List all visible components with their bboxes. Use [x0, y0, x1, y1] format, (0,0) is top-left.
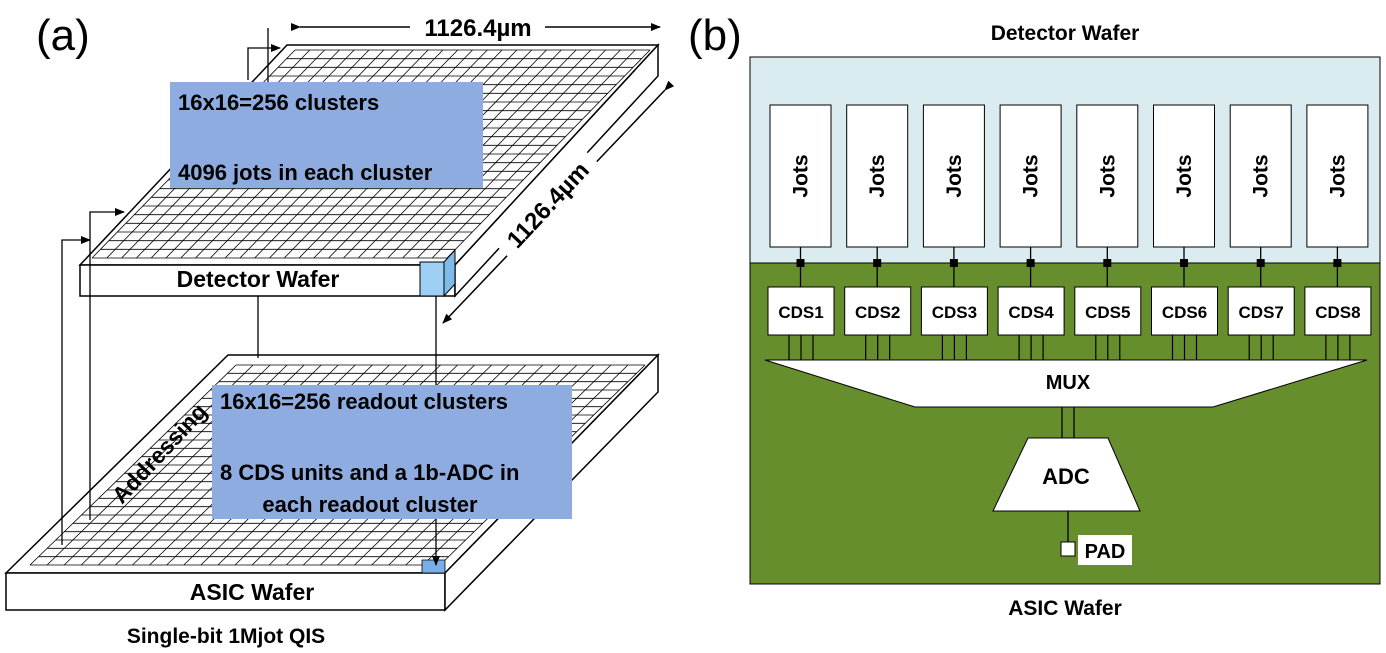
jots-block: [846, 104, 909, 248]
cds-label: CDS7: [1239, 303, 1284, 322]
cds-label: CDS4: [1008, 303, 1054, 322]
pad-square: [1060, 541, 1076, 557]
detector-cube-front: [419, 261, 445, 297]
detector-clusters-text: 16x16=256 clusters: [178, 90, 379, 115]
detector-jots-text: 4096 jots in each cluster: [178, 160, 433, 185]
jots-label: Jots: [1096, 154, 1119, 197]
mux-label: MUX: [1046, 372, 1091, 394]
asic-cds-text: 8 CDS units and a 1b-ADC in: [220, 460, 519, 485]
cds-block: [997, 286, 1065, 336]
detector-wafer-label: Detector Wafer: [177, 266, 340, 292]
panel-b-letter: (b): [688, 11, 742, 60]
via-dot: [1180, 259, 1188, 267]
asic-wafer-title: ASIC Wafer: [1008, 597, 1122, 620]
jots-block: [1153, 104, 1215, 248]
cds-label: CDS2: [855, 303, 900, 322]
panel-a-letter: (a): [36, 11, 90, 60]
cds-row: CDS1 CDS2 CDS3 CDS4 CDS5 CDS6 CDS7 CDS8: [767, 286, 1372, 360]
via-dot: [1256, 259, 1265, 267]
jots-label: Jots: [866, 154, 889, 197]
panel-a-caption: Single-bit 1Mjot QIS: [127, 625, 325, 648]
jots-block: [769, 104, 832, 248]
cds-label: CDS3: [932, 303, 977, 322]
adc-block: [992, 437, 1141, 512]
asic-clusters-text: 16x16=256 readout clusters: [220, 389, 508, 414]
mux-block: [764, 359, 1368, 408]
via-dot: [949, 259, 958, 267]
via-dot: [873, 259, 882, 267]
jots-block: [1076, 104, 1139, 248]
cds-label: CDS8: [1315, 303, 1360, 322]
jots-label: Jots: [1173, 154, 1196, 197]
jots-label: Jots: [1020, 154, 1043, 197]
width-dimension: 1126.4µm: [424, 15, 531, 42]
jots-label: Jots: [790, 154, 813, 197]
cds-label: CDS1: [778, 303, 823, 322]
via-dot: [796, 259, 805, 267]
jots-row: Jots Jots Jots Jots Jots Jots Jots Jots: [769, 104, 1369, 287]
pad-label-bg: [1078, 535, 1132, 565]
asic-label-box: [212, 385, 572, 519]
pad-label: PAD: [1085, 541, 1126, 563]
detector-label-box: [170, 82, 483, 188]
cds-block: [844, 286, 912, 336]
jots-label: Jots: [1250, 154, 1273, 197]
jots-block: [999, 104, 1062, 248]
asic-readout-text: each readout cluster: [262, 492, 478, 517]
via-dot: [1103, 259, 1112, 267]
asic-wafer-label: ASIC Wafer: [190, 579, 314, 605]
adc-label: ADC: [1042, 464, 1090, 489]
cds-label: CDS6: [1162, 303, 1207, 322]
via-dot: [1026, 259, 1035, 267]
cds-block: [1304, 286, 1372, 336]
jots-label: Jots: [943, 154, 966, 197]
panel-a: (a) 1126.4µm: [4, 11, 675, 648]
jots-block: [1306, 104, 1369, 248]
cds-label: CDS5: [1085, 303, 1130, 322]
detector-wafer-title: Detector Wafer: [991, 22, 1140, 45]
jots-block: [1229, 104, 1292, 248]
via-dot: [1333, 259, 1342, 267]
cds-block: [1074, 286, 1142, 336]
cds-block: [920, 286, 988, 336]
jots-label: Jots: [1326, 154, 1349, 197]
cds-block: [1151, 286, 1218, 336]
panel-b: (b) Detector Wafer Jots Jots Jots Jots Jots J…: [688, 11, 1381, 620]
asic-highlight-cell: [421, 559, 446, 574]
